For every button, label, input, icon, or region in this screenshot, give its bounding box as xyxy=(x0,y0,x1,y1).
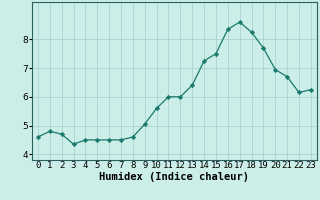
X-axis label: Humidex (Indice chaleur): Humidex (Indice chaleur) xyxy=(100,172,249,182)
